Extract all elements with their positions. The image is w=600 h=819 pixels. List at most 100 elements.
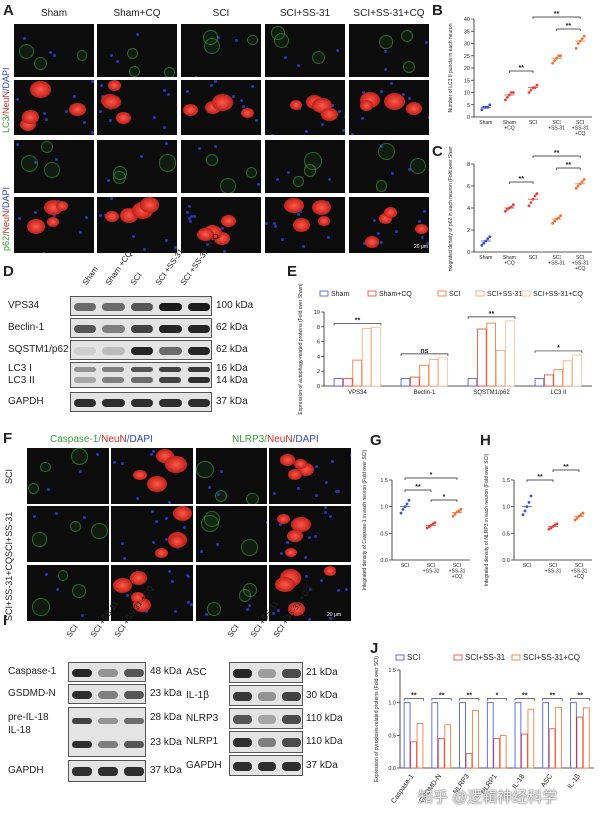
dapi-dot [278, 523, 282, 527]
chartB-data-point [529, 88, 533, 92]
green-cell [20, 155, 38, 173]
micrograph-tile [265, 140, 345, 193]
dapi-dot [173, 245, 177, 249]
chartJ-y-tick-label: 1.0 [388, 701, 396, 707]
dapi-dot [164, 239, 168, 243]
dapi-dot [279, 551, 283, 555]
panel-f-title-left: Caspase-1/NeuN/DAPI [50, 434, 153, 445]
dapi-dot [327, 235, 331, 239]
panel-d-row-label: Beclin-1 [8, 322, 45, 333]
chartJ-sig-bracket [459, 698, 480, 701]
panel-i-right-band [233, 761, 252, 771]
chartG-y-tick-label: 1.0 [380, 505, 388, 511]
neuron-cell [284, 198, 304, 214]
chartC-x-tick-label: +SS-31 [572, 261, 589, 267]
micrograph-tile [97, 80, 177, 135]
dapi-dot [185, 211, 189, 215]
panel-a-row2-label: p62/NeuN/DAPI [1, 186, 11, 251]
micrograph-tile [27, 448, 109, 504]
chartE-y-tick-label: 0 [317, 384, 320, 390]
dapi-dot [187, 575, 191, 579]
chartH-data-point [523, 509, 527, 513]
micrograph-tile [111, 506, 193, 562]
chartG-data-point [407, 498, 411, 502]
panel-a-group-title: SCI+SS-31+CQ [353, 8, 425, 19]
neuron-cell [288, 602, 305, 616]
neuron-cell [241, 107, 255, 119]
chartH-x-tick-label: +SS-31 [545, 569, 562, 575]
neuron-cell [172, 506, 192, 522]
panel-i-left-band [98, 668, 118, 677]
chartC-x-tick-label: Sham [479, 255, 492, 261]
chartJ-bar [431, 702, 439, 769]
dapi-dot [241, 104, 245, 108]
panel-d-lane-label: SCI [128, 270, 144, 287]
chartE-sig-bracket [467, 316, 516, 319]
panel-i-left-band [72, 690, 92, 699]
dapi-dot [45, 117, 49, 121]
neuron-cell [212, 94, 234, 112]
chartG-x-tick-label: +SS-31 [423, 569, 440, 575]
neuron-cell [102, 94, 121, 110]
chartJ-bar [403, 702, 411, 769]
green-cell [203, 510, 220, 528]
dapi-dot [188, 216, 192, 220]
chartH-data-point [521, 513, 525, 517]
chartB-data-point [559, 54, 562, 58]
neuron-cell [318, 215, 331, 226]
panel-d-band [74, 324, 97, 333]
dapi-dot [344, 587, 348, 591]
chartB-sig-bracket [509, 70, 534, 73]
panel-i-right-band [257, 761, 277, 771]
neuron-cell [140, 197, 160, 213]
chartG-sig-label: ** [415, 484, 421, 491]
panel-d-band [102, 398, 125, 407]
panel-i-left-kda-label: 37 kDa [150, 765, 182, 776]
chartB-sig-label: ** [554, 11, 560, 18]
green-cell [205, 153, 218, 166]
dapi-dot [163, 126, 167, 130]
panel-i-left-kda-label: 48 kDa [150, 666, 182, 677]
neuron-cell [359, 100, 373, 111]
dapi-dot [110, 197, 114, 201]
panel-i-right-band [257, 668, 277, 678]
dapi-dot [150, 509, 154, 513]
dapi-dot [54, 157, 58, 161]
dapi-dot [307, 617, 311, 621]
chartC-x-tick-label: +CQ [575, 266, 586, 271]
chartB-y-tick-label: 30 [464, 42, 470, 48]
dapi-dot [190, 602, 193, 606]
chartC-data-point [529, 201, 533, 204]
chartJ-legend-label: SCI [407, 653, 420, 662]
green-cell [204, 37, 221, 54]
dapi-dot [167, 501, 171, 504]
dapi-dot [220, 226, 224, 230]
panel-d-row-label: LC3 II [8, 375, 35, 386]
dapi-dot [272, 492, 276, 496]
dapi-dot [80, 613, 84, 617]
dapi-dot [46, 488, 50, 492]
dapi-dot [297, 487, 301, 491]
green-cell [32, 532, 47, 547]
panel-i-left-band [124, 668, 144, 677]
chartB-x-tick-label: Sham [479, 120, 492, 126]
panel-i-right-band [233, 738, 252, 748]
dapi-dot [246, 608, 250, 612]
chartJ-x-tick-label: Caspase-1 [390, 773, 415, 805]
neuron-cell [107, 80, 122, 91]
chartB-y-tick-label: 35 [464, 29, 470, 35]
panel-i-right-kda-label: 110 kDa [306, 712, 343, 724]
dapi-dot [44, 573, 48, 577]
panel-d-row-label: LC3 I [8, 363, 32, 374]
panel-i-right-kda-label: 21 kDa [306, 666, 338, 678]
panel-a-group-title: SCI [212, 8, 230, 19]
dapi-dot [189, 220, 193, 224]
chartE-bar [562, 360, 573, 387]
chartJ-bar [548, 728, 556, 769]
chartE-x-tick-label: Beclin-1 [414, 390, 436, 396]
panel-i-left-band [98, 741, 118, 748]
chartJ-bar [493, 738, 501, 769]
dapi-dot [15, 97, 19, 101]
dapi-dot [265, 520, 267, 524]
panel-d-kda-label: 14 kDa [216, 375, 248, 386]
